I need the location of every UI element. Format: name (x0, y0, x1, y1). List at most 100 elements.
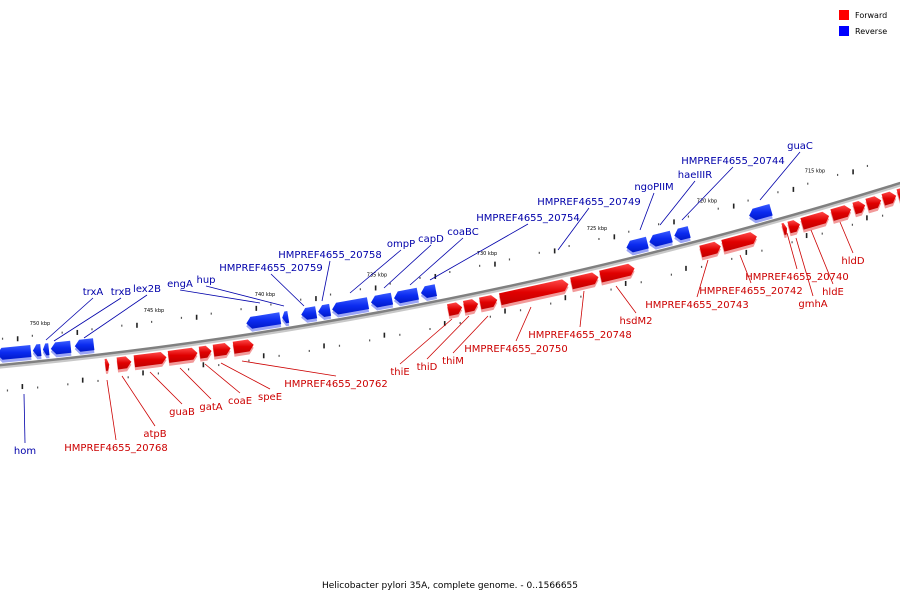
gene-arrow-reverse[interactable] (674, 226, 691, 244)
gene-arrow-reverse[interactable] (246, 312, 282, 332)
gene-arrow-reverse[interactable] (32, 344, 42, 360)
gene-label-thid[interactable]: thiD (417, 315, 470, 373)
gene-name[interactable]: HMPREF4655_20740 (745, 272, 848, 283)
gene-arrow-forward[interactable] (116, 356, 132, 373)
gene-arrow-reverse[interactable] (371, 292, 394, 311)
gene-arrow-forward[interactable] (232, 339, 254, 357)
gene-arrow-body[interactable] (447, 302, 463, 316)
gene-arrow-body[interactable] (282, 311, 290, 324)
gene-name[interactable]: HMPREF4655_20759 (219, 263, 322, 274)
gene-label-hmpref4655_20759[interactable]: HMPREF4655_20759 (219, 263, 323, 307)
gene-arrow-body[interactable] (0, 345, 32, 360)
gene-name[interactable]: HMPREF4655_20742 (699, 286, 802, 297)
gene-label-trxa[interactable]: trxA (45, 287, 103, 341)
gene-arrow-forward[interactable] (104, 358, 110, 374)
gene-arrow-body[interactable] (301, 306, 318, 320)
gene-name[interactable]: HMPREF4655_20744 (681, 156, 784, 167)
gene-arrow-reverse[interactable] (332, 297, 370, 318)
gene-arrow-body[interactable] (626, 236, 649, 253)
gene-label-hsdm2[interactable]: hsdM2 (615, 285, 653, 327)
gene-arrow-forward[interactable] (463, 299, 479, 316)
gene-label-hom[interactable]: hom (14, 393, 36, 457)
gene-arrow-body[interactable] (570, 272, 599, 290)
gene-label-gmha[interactable]: gmhA (795, 237, 828, 310)
gene-arrow-reverse[interactable] (626, 236, 649, 256)
gene-arrow-forward[interactable] (499, 279, 569, 309)
gene-label-hmpref4655_20743[interactable]: HMPREF4655_20743 (645, 259, 749, 311)
gene-arrow-forward[interactable] (800, 211, 830, 233)
gene-label-capd[interactable]: capD (383, 234, 444, 289)
gene-arrow-reverse[interactable] (318, 303, 332, 320)
gene-name[interactable]: gatA (199, 402, 222, 413)
gene-arrow-reverse[interactable] (394, 287, 419, 307)
gene-arrow-body[interactable] (800, 211, 830, 230)
gene-arrow-reverse[interactable] (301, 306, 318, 323)
gene-arrow-body[interactable] (787, 220, 800, 234)
gene-name[interactable]: atpB (143, 429, 166, 440)
gene-arrow-reverse[interactable] (74, 338, 95, 355)
gene-label-hmpref4655_20754[interactable]: HMPREF4655_20754 (429, 213, 580, 281)
gene-label-enga[interactable]: engA (167, 279, 261, 304)
gene-arrow-forward[interactable] (830, 205, 852, 224)
gene-name[interactable]: HMPREF4655_20768 (64, 443, 167, 454)
gene-arrow-forward[interactable] (570, 272, 599, 293)
gene-label-hmpref4655_20742[interactable]: HMPREF4655_20742 (699, 254, 803, 297)
gene-name[interactable]: coaE (228, 396, 252, 407)
gene-name[interactable]: hsdM2 (620, 316, 653, 327)
gene-arrow-body[interactable] (499, 279, 569, 306)
gene-label-hmpref4655_20749[interactable]: HMPREF4655_20749 (537, 197, 641, 251)
gene-arrow-forward[interactable] (212, 343, 231, 360)
gene-arrow-body[interactable] (133, 352, 167, 368)
gene-label-hmpref4655_20762[interactable]: HMPREF4655_20762 (241, 360, 388, 390)
gene-arrow-forward[interactable] (721, 232, 757, 255)
gene-arrow-forward[interactable] (167, 347, 198, 366)
gene-name[interactable]: ngoPIIM (634, 182, 673, 193)
gene-name[interactable]: speE (258, 392, 282, 403)
gene-arrow-body[interactable] (104, 358, 110, 371)
gene-arrow-body[interactable] (896, 188, 900, 201)
gene-arrow-forward[interactable] (781, 222, 787, 238)
gene-arrow-body[interactable] (116, 356, 132, 370)
gene-arrow-reverse[interactable] (50, 340, 72, 358)
gene-arrow-body[interactable] (699, 241, 721, 258)
gene-arrow-reverse[interactable] (749, 204, 773, 224)
gene-name[interactable]: engA (167, 279, 193, 290)
gene-arrow-forward[interactable] (881, 191, 897, 209)
gene-arrow-forward[interactable] (896, 188, 900, 204)
gene-arrow-forward[interactable] (447, 302, 463, 319)
gene-arrow-body[interactable] (74, 338, 95, 352)
gene-arrow-body[interactable] (881, 191, 897, 206)
gene-arrow-forward[interactable] (599, 263, 635, 286)
gene-label-hmpref4655_20768[interactable]: HMPREF4655_20768 (64, 379, 168, 454)
gene-label-coae[interactable]: coaE (204, 363, 252, 407)
gene-label-gata[interactable]: gatA (179, 367, 223, 413)
gene-name[interactable]: hldD (841, 256, 864, 267)
gene-arrow-body[interactable] (371, 292, 394, 308)
gene-name[interactable]: hup (196, 275, 215, 286)
gene-name[interactable]: HMPREF4655_20762 (284, 379, 387, 390)
gene-name[interactable]: thiE (390, 367, 409, 378)
gene-arrow-forward[interactable] (865, 196, 882, 214)
gene-name[interactable]: lex2B (133, 284, 161, 295)
gene-label-hldd[interactable]: hldD (839, 221, 865, 267)
gene-label-hmpref4655_20750[interactable]: HMPREF4655_20750 (464, 306, 568, 355)
gene-arrow-reverse[interactable] (0, 345, 32, 363)
gene-arrow-body[interactable] (721, 232, 757, 252)
gene-name[interactable]: hldE (822, 287, 844, 298)
gene-arrow-body[interactable] (212, 343, 231, 357)
gene-arrow-body[interactable] (198, 345, 212, 359)
gene-arrow-forward[interactable] (198, 345, 212, 362)
gene-label-thie[interactable]: thiE (390, 318, 453, 378)
gene-label-coabc[interactable]: coaBC (409, 227, 479, 286)
gene-arrow-body[interactable] (865, 196, 882, 211)
gene-label-hmpref4655_20744[interactable]: HMPREF4655_20744 (681, 156, 785, 221)
gene-label-ngopiim[interactable]: ngoPIIM (634, 182, 674, 231)
gene-arrow-body[interactable] (852, 201, 866, 215)
gene-name[interactable]: HMPREF4655_20750 (464, 344, 567, 355)
gene-label-hmpref4655_20740[interactable]: HMPREF4655_20740 (745, 232, 849, 283)
gene-name[interactable]: thiD (417, 362, 438, 373)
gene-arrow-body[interactable] (674, 226, 691, 241)
gene-name[interactable]: HMPREF4655_20749 (537, 197, 640, 208)
gene-arrow-body[interactable] (649, 230, 673, 247)
gene-arrow-body[interactable] (232, 339, 254, 354)
